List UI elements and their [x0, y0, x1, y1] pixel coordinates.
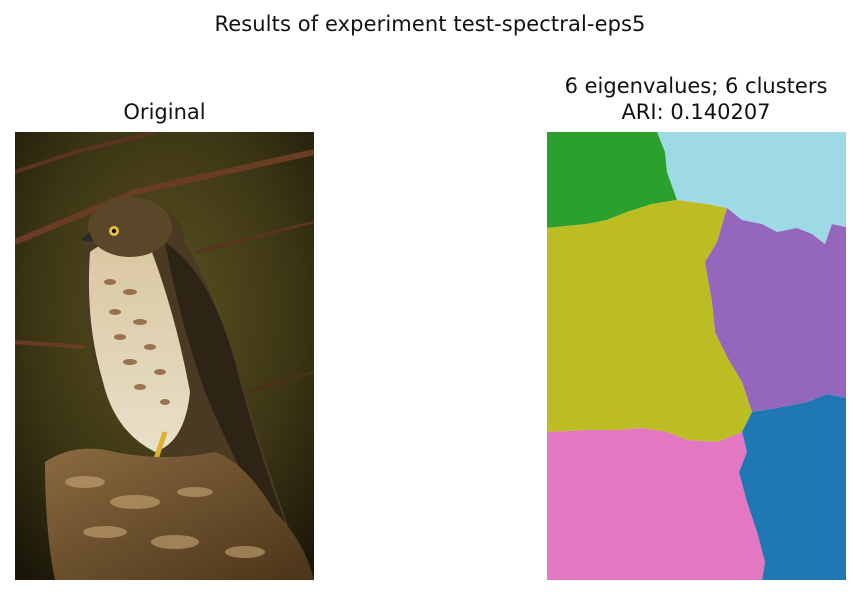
- branch: [15, 149, 314, 245]
- segmentation-image: [547, 132, 846, 580]
- branch: [244, 370, 314, 394]
- segmentation-title-line1: 6 eigenvalues; 6 clusters: [564, 74, 828, 98]
- chest-streaks: [104, 279, 170, 405]
- hawk-head: [88, 197, 172, 257]
- branch: [15, 340, 86, 349]
- segmentation-map: [547, 132, 846, 580]
- cluster-pink: [547, 428, 765, 580]
- cluster-blue: [739, 394, 846, 580]
- cluster-light-blue: [657, 132, 846, 244]
- branch: [15, 132, 156, 174]
- hawk-photo: [15, 132, 314, 580]
- segmentation-panel-title: 6 eigenvalues; 6 clusters ARI: 0.140207: [500, 73, 867, 125]
- figure-suptitle: Results of experiment test-spectral-eps5: [214, 12, 646, 36]
- cluster-green: [547, 132, 677, 228]
- hawk-wing: [165, 242, 285, 527]
- stump-texture: [65, 476, 265, 558]
- original-image: [15, 132, 314, 580]
- segmentation-title-line2: ARI: 0.140207: [621, 100, 771, 124]
- cluster-olive: [547, 200, 752, 442]
- original-panel-title: Original: [123, 100, 206, 124]
- branch: [194, 220, 314, 254]
- cluster-purple: [705, 208, 846, 412]
- hawk-beak: [81, 232, 93, 242]
